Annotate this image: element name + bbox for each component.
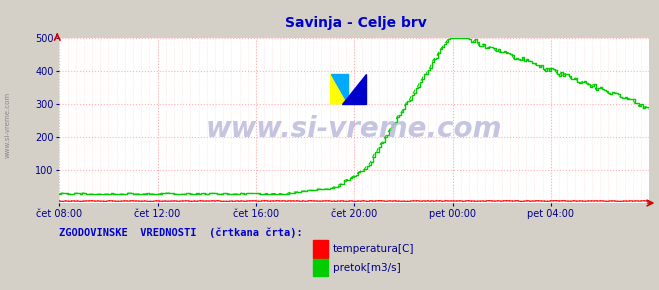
Text: ZGODOVINSKE  VREDNOSTI  (črtkana črta):: ZGODOVINSKE VREDNOSTI (črtkana črta): — [59, 228, 303, 238]
Text: temperatura[C]: temperatura[C] — [333, 244, 415, 254]
Polygon shape — [331, 74, 349, 104]
Text: www.si-vreme.com: www.si-vreme.com — [5, 92, 11, 158]
Text: pretok[m3/s]: pretok[m3/s] — [333, 263, 401, 273]
Polygon shape — [331, 74, 349, 104]
Polygon shape — [343, 74, 366, 104]
Text: Savinja - Celje brv: Savinja - Celje brv — [285, 16, 427, 30]
Text: www.si-vreme.com: www.si-vreme.com — [206, 115, 502, 143]
